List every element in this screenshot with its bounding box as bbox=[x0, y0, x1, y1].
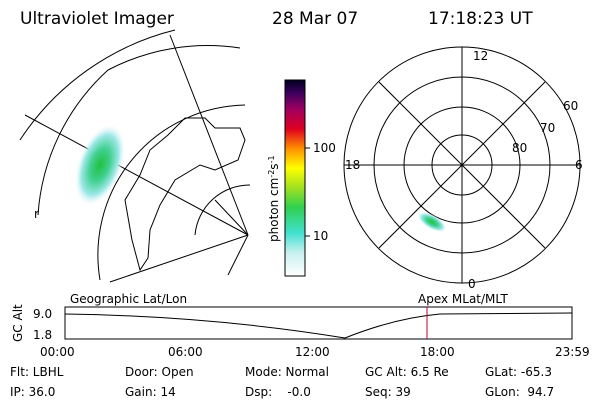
footer-item: Mode: Normal bbox=[245, 365, 329, 379]
polar-label: 0 bbox=[468, 277, 476, 291]
map-panel: r bbox=[19, 29, 251, 283]
ring-label: 60 bbox=[563, 99, 578, 113]
tl-xtick: 18:00 bbox=[420, 345, 455, 359]
footer-item: GLon: 94.7 bbox=[485, 385, 554, 399]
cb-label: photon cm-2s-1 bbox=[267, 155, 281, 242]
date: 28 Mar 07 bbox=[272, 9, 358, 29]
ring-label: 70 bbox=[540, 121, 555, 135]
tl-title: Geographic Lat/Lon bbox=[70, 292, 187, 306]
footer-item: GLat: -65.3 bbox=[485, 365, 552, 379]
footer-item: Dsp: -0.0 bbox=[245, 385, 311, 399]
tl-xtick: 06:00 bbox=[168, 345, 203, 359]
tl-xtick: 12:00 bbox=[295, 345, 330, 359]
tl-axis-label: GC Alt bbox=[11, 304, 25, 342]
cb-tick: 100 bbox=[313, 141, 336, 155]
footer-item: GC Alt: 6.5 Re bbox=[365, 365, 449, 379]
footer-item: Flt: LBHL bbox=[10, 365, 64, 379]
tl-ytick: 1.8 bbox=[33, 328, 52, 342]
tl-xtick: 23:59 bbox=[555, 345, 590, 359]
title: Ultraviolet Imager bbox=[20, 9, 174, 29]
tl-ytick: 9.0 bbox=[33, 307, 52, 321]
map-corner: r bbox=[34, 207, 39, 221]
footer-item: Door: Open bbox=[125, 365, 194, 379]
ring-label: 80 bbox=[512, 141, 527, 155]
polar-plot: 12 0 18 6 60 70 80 bbox=[343, 46, 583, 291]
polar-label: 12 bbox=[473, 49, 488, 63]
footer-item: IP: 36.0 bbox=[10, 385, 55, 399]
polar-label: 18 bbox=[345, 158, 360, 172]
tl-title: Apex MLat/MLT bbox=[418, 292, 508, 306]
footer: Flt: LBHL Door: Open Mode: Normal GC Alt: 6… bbox=[10, 365, 554, 399]
cb-tick: 10 bbox=[313, 229, 328, 243]
footer-item: Gain: 14 bbox=[125, 385, 176, 399]
polar-label: 6 bbox=[575, 158, 583, 172]
footer-item: Seq: 39 bbox=[365, 385, 411, 399]
timeline: Geographic Lat/Lon Apex MLat/MLT GC Alt … bbox=[11, 292, 590, 359]
colorbar: 100 10 photon cm-2s-1 bbox=[267, 79, 336, 277]
time: 17:18:23 UT bbox=[428, 9, 533, 29]
tl-xtick: 00:00 bbox=[40, 345, 75, 359]
